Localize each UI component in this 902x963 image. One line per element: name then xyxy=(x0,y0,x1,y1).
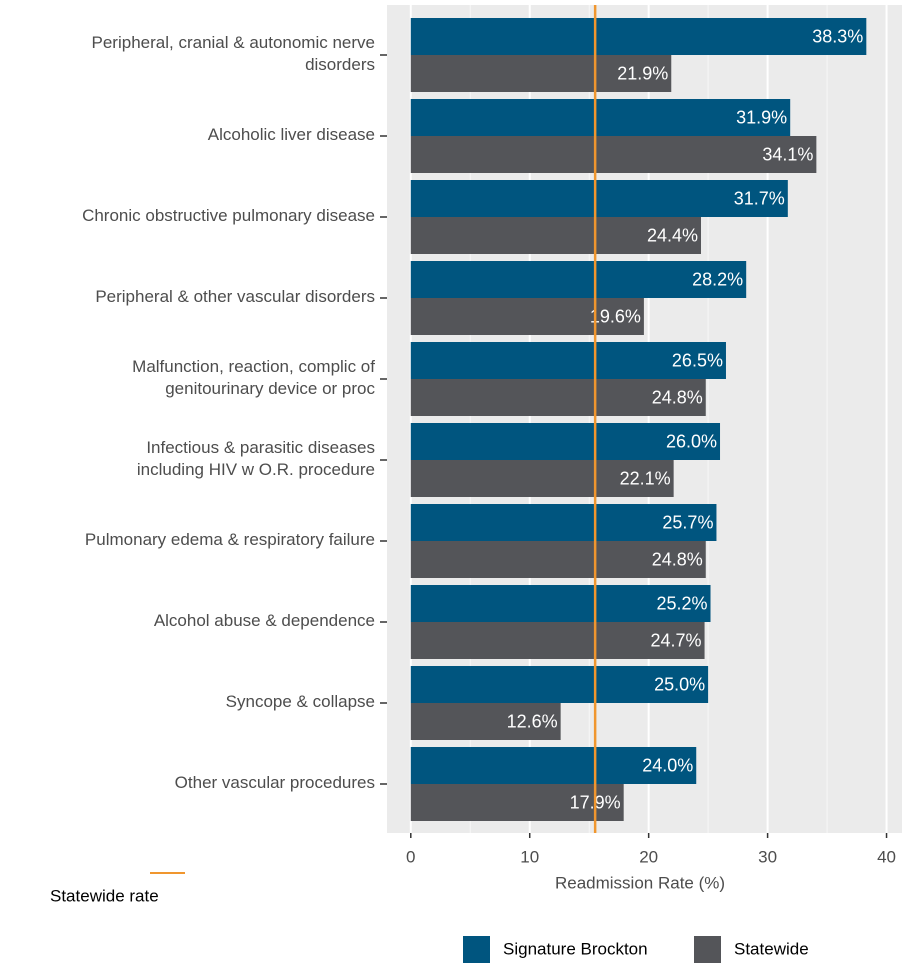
bar xyxy=(410,217,701,254)
bar xyxy=(410,585,711,622)
reference-legend-label: Statewide rate xyxy=(50,886,159,905)
bar xyxy=(410,747,697,784)
data-label: 31.7% xyxy=(734,188,785,208)
y-tick-label: Peripheral & other vascular disorders xyxy=(95,287,375,306)
bar xyxy=(410,18,867,55)
y-tick-label: Syncope & collapse xyxy=(226,692,375,711)
bar xyxy=(410,784,624,821)
bar xyxy=(410,55,672,92)
bar xyxy=(410,666,709,703)
legend-label: Signature Brockton xyxy=(503,939,648,958)
data-label: 25.2% xyxy=(656,593,707,613)
bar xyxy=(410,460,674,497)
data-label: 19.6% xyxy=(590,306,641,326)
legend-key xyxy=(694,936,721,963)
legend-label: Statewide xyxy=(734,939,809,958)
data-label: 25.0% xyxy=(654,674,705,694)
y-tick-label: Chronic obstructive pulmonary disease xyxy=(82,206,375,225)
bar xyxy=(410,261,747,298)
y-tick-label: Malfunction, reaction, complic of genitou… xyxy=(132,357,375,398)
data-label: 31.9% xyxy=(736,107,787,127)
bar xyxy=(410,541,706,578)
y-tick-label: Alcohol abuse & dependence xyxy=(154,611,375,630)
bar xyxy=(410,99,791,136)
data-label: 24.0% xyxy=(642,755,693,775)
data-label: 38.3% xyxy=(812,26,863,46)
data-label: 24.8% xyxy=(652,387,703,407)
data-label: 24.8% xyxy=(652,549,703,569)
x-tick-label: 40 xyxy=(877,847,896,866)
legend-key xyxy=(463,936,490,963)
data-label: 24.4% xyxy=(647,225,698,245)
bar xyxy=(410,180,788,217)
data-label: 25.7% xyxy=(662,512,713,532)
data-label: 28.2% xyxy=(692,269,743,289)
bar xyxy=(410,379,706,416)
x-tick-label: 20 xyxy=(639,847,658,866)
y-tick-label: Other vascular procedures xyxy=(175,773,375,792)
data-label: 12.6% xyxy=(507,711,558,731)
x-tick-label: 0 xyxy=(406,847,415,866)
bar xyxy=(410,423,721,460)
y-tick-label: Peripheral, cranial & autonomic nerve dis… xyxy=(92,33,375,74)
data-label: 34.1% xyxy=(762,144,813,164)
y-tick-label: Infectious & parasitic diseases including… xyxy=(137,438,375,479)
bar xyxy=(410,504,717,541)
data-label: 21.9% xyxy=(617,63,668,83)
data-label: 26.5% xyxy=(672,350,723,370)
bar xyxy=(410,622,705,659)
data-label: 24.7% xyxy=(651,630,702,650)
bar xyxy=(410,342,726,379)
x-tick-label: 30 xyxy=(758,847,777,866)
y-tick-label: Alcoholic liver disease xyxy=(208,125,375,144)
data-label: 26.0% xyxy=(666,431,717,451)
x-axis-title: Readmission Rate (%) xyxy=(555,873,725,892)
bar xyxy=(410,136,817,173)
y-tick-label: Pulmonary edema & respiratory failure xyxy=(85,530,375,549)
bar xyxy=(410,298,644,335)
x-tick-label: 10 xyxy=(520,847,539,866)
data-label: 22.1% xyxy=(620,468,671,488)
bar xyxy=(410,703,561,740)
